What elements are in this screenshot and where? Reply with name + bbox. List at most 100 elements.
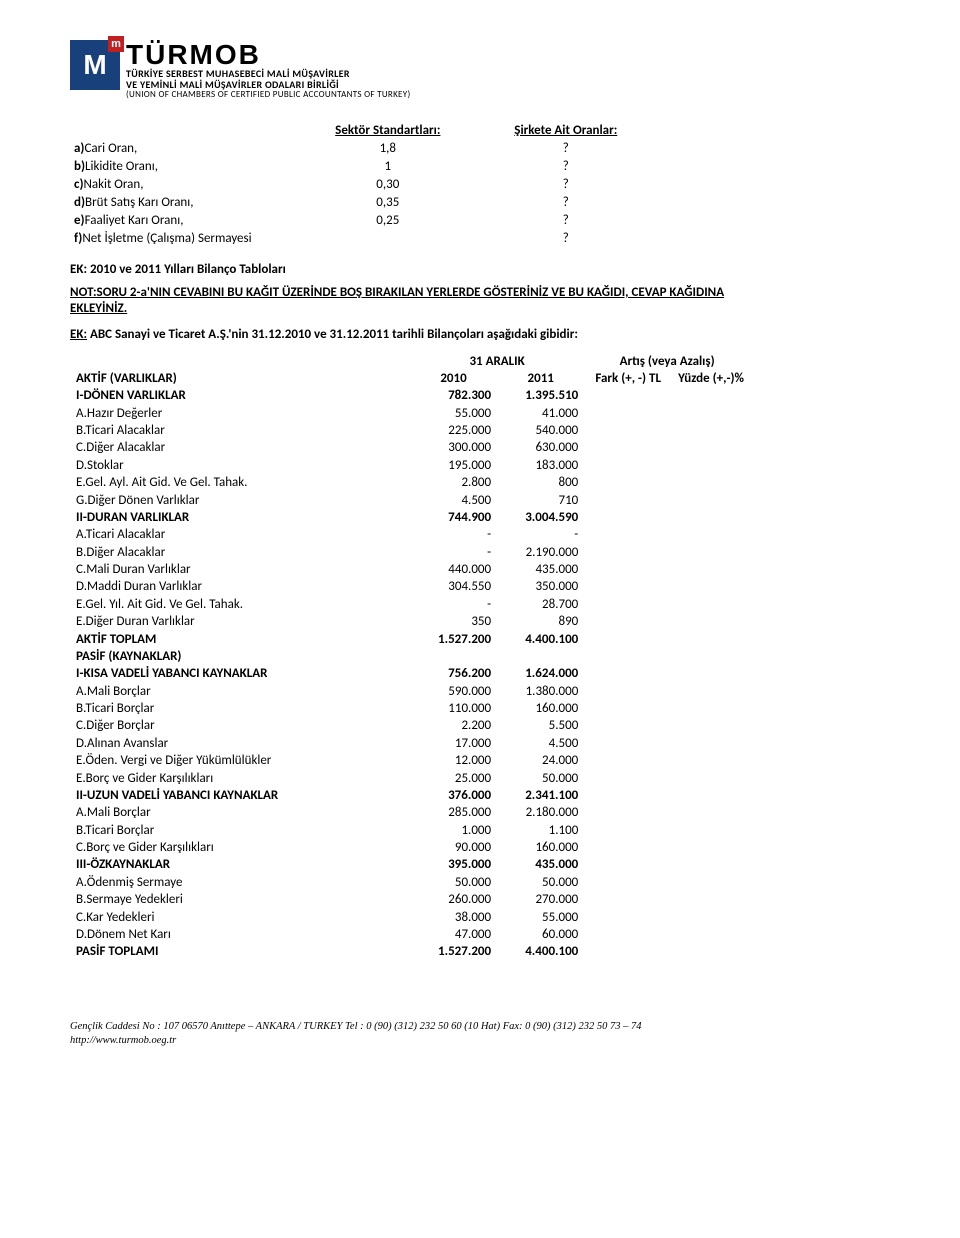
bs-row-2011: 1.624.000 <box>497 665 584 682</box>
bs-row-2010: 440.000 <box>410 561 497 578</box>
bs-row-pct <box>672 874 750 891</box>
bs-row-label: D.Stoklar <box>70 457 410 474</box>
bs-row-pct <box>672 561 750 578</box>
bs-row-pct <box>672 648 750 665</box>
bs-row-label: I-DÖNEN VARLIKLAR <box>70 387 410 404</box>
bs-row-2010: - <box>410 526 497 543</box>
bs-row-diff <box>584 839 672 856</box>
bs-row-2011: 160.000 <box>497 839 584 856</box>
bs-row-diff <box>584 439 672 456</box>
bs-row-label: D.Maddi Duran Varlıklar <box>70 578 410 595</box>
bs-row-2010 <box>410 648 497 665</box>
ek-line: EK: ABC Sanayi ve Ticaret A.Ş.'nin 31.12… <box>70 327 750 342</box>
bs-row-2011: 3.004.590 <box>497 509 584 526</box>
bs-row-2010: 4.500 <box>410 491 497 508</box>
bs-row-2011: 350.000 <box>497 578 584 595</box>
bs-row-2010: 110.000 <box>410 700 497 717</box>
bs-hdr-2: 2011 <box>497 370 584 387</box>
ratio-row: c)Nakit Oran,0,30? <box>70 176 655 194</box>
bs-row-2011: 435.000 <box>497 561 584 578</box>
bs-row: D.Maddi Duran Varlıklar304.550350.000 <box>70 578 750 595</box>
bs-row-2010: 395.000 <box>410 856 497 873</box>
bs-row-2010: 304.550 <box>410 578 497 595</box>
bs-row-2011: 4.500 <box>497 735 584 752</box>
bs-row-2011: 710 <box>497 491 584 508</box>
bs-row-2010: - <box>410 543 497 560</box>
bs-row-label: AKTİF TOPLAM <box>70 630 410 647</box>
bs-row-2011: 2.190.000 <box>497 543 584 560</box>
bs-row: C.Borç ve Gider Karşılıkları90.000160.00… <box>70 839 750 856</box>
bs-row-2010: 782.300 <box>410 387 497 404</box>
bs-row-label: C.Kar Yedekleri <box>70 908 410 925</box>
bs-super-header: 31 ARALIK Artış (veya Azalış) <box>70 352 750 369</box>
bs-super-right: Artış (veya Azalış) <box>584 352 750 369</box>
bs-row-diff <box>584 543 672 560</box>
bs-row-2011: 270.000 <box>497 891 584 908</box>
bs-row-diff <box>584 821 672 838</box>
bs-row-2010: 2.800 <box>410 474 497 491</box>
bs-row-label: B.Diğer Alacaklar <box>70 543 410 560</box>
bs-row-label: A.Ödenmiş Sermaye <box>70 874 410 891</box>
bs-row-pct <box>672 474 750 491</box>
bs-row-pct <box>672 856 750 873</box>
bs-row-2010: 1.527.200 <box>410 943 497 960</box>
bs-row-pct <box>672 630 750 647</box>
bs-row: C.Mali Duran Varlıklar440.000435.000 <box>70 561 750 578</box>
logo-subtitle-3: (UNION OF CHAMBERS OF CERTIFIED PUBLIC A… <box>126 90 410 99</box>
bs-row-diff <box>584 596 672 613</box>
bs-row-2011: 2.341.100 <box>497 787 584 804</box>
bs-row-2011: 630.000 <box>497 439 584 456</box>
bs-row-pct <box>672 404 750 421</box>
ratio-company-value: ? <box>477 212 655 230</box>
bs-row-pct <box>672 717 750 734</box>
bs-row-pct <box>672 439 750 456</box>
bs-hdr-0: AKTİF (VARLIKLAR) <box>70 370 410 387</box>
bs-row-diff <box>584 769 672 786</box>
footer-line-1: Gençlik Caddesi No : 107 06570 Anıttepe … <box>70 1020 750 1033</box>
bs-row-diff <box>584 665 672 682</box>
bs-row: E.Öden. Vergi ve Diğer Yükümlülükler12.0… <box>70 752 750 769</box>
bs-row-pct <box>672 491 750 508</box>
bs-row: PASİF TOPLAMI1.527.2004.400.100 <box>70 943 750 960</box>
bs-row-diff <box>584 682 672 699</box>
bs-row-2010: 744.900 <box>410 509 497 526</box>
bs-row-label: A.Mali Borçlar <box>70 804 410 821</box>
bs-row-2011: 160.000 <box>497 700 584 717</box>
ratio-label: b)Likidite Oranı, <box>70 158 299 176</box>
bs-row: E.Gel. Ayl. Ait Gid. Ve Gel. Tahak.2.800… <box>70 474 750 491</box>
bs-row-2011: 41.000 <box>497 404 584 421</box>
bs-row: III-ÖZKAYNAKLAR395.000435.000 <box>70 856 750 873</box>
bs-row-2010: - <box>410 596 497 613</box>
ratio-sector-value: 1 <box>299 158 477 176</box>
bs-row: E.Gel. Yıl. Ait Gid. Ve Gel. Tahak.-28.7… <box>70 596 750 613</box>
footer-line-2: http://www.turmob.oeg.tr <box>70 1034 750 1047</box>
bs-row-diff <box>584 474 672 491</box>
bs-row: A.Ticari Alacaklar-- <box>70 526 750 543</box>
bs-row-label: II-DURAN VARLIKLAR <box>70 509 410 526</box>
bs-row: II-DURAN VARLIKLAR744.9003.004.590 <box>70 509 750 526</box>
ratio-label: f)Net İşletme (Çalışma) Sermayesi <box>70 230 299 248</box>
bs-row-diff <box>584 926 672 943</box>
ratios-table: Sektör Standartları: Şirkete Ait Oranlar… <box>70 122 655 248</box>
bs-row-2010: 47.000 <box>410 926 497 943</box>
bs-row: D.Alınan Avanslar17.0004.500 <box>70 735 750 752</box>
note-text: NOT:SORU 2-a'NIN CEVABINI BU KAĞIT ÜZERİ… <box>70 285 750 318</box>
bs-row-diff <box>584 491 672 508</box>
bs-row: A.Mali Borçlar285.0002.180.000 <box>70 804 750 821</box>
ratio-label: c)Nakit Oran, <box>70 176 299 194</box>
bs-row-2011: 24.000 <box>497 752 584 769</box>
ratio-row: f)Net İşletme (Çalışma) Sermayesi? <box>70 230 655 248</box>
bs-row-diff <box>584 630 672 647</box>
bs-row-pct <box>672 787 750 804</box>
bs-row: C.Diğer Alacaklar300.000630.000 <box>70 439 750 456</box>
bs-row-label: E.Öden. Vergi ve Diğer Yükümlülükler <box>70 752 410 769</box>
bs-row-2010: 90.000 <box>410 839 497 856</box>
bs-row: B.Ticari Alacaklar225.000540.000 <box>70 422 750 439</box>
bs-row-diff <box>584 561 672 578</box>
ek-label: EK: <box>70 327 87 342</box>
bs-row: E.Diğer Duran Varlıklar350890 <box>70 613 750 630</box>
bs-row: C.Diğer Borçlar2.2005.500 <box>70 717 750 734</box>
bs-row-diff <box>584 804 672 821</box>
bs-row-label: PASİF TOPLAMI <box>70 943 410 960</box>
bs-row: B.Ticari Borçlar1.0001.100 <box>70 821 750 838</box>
